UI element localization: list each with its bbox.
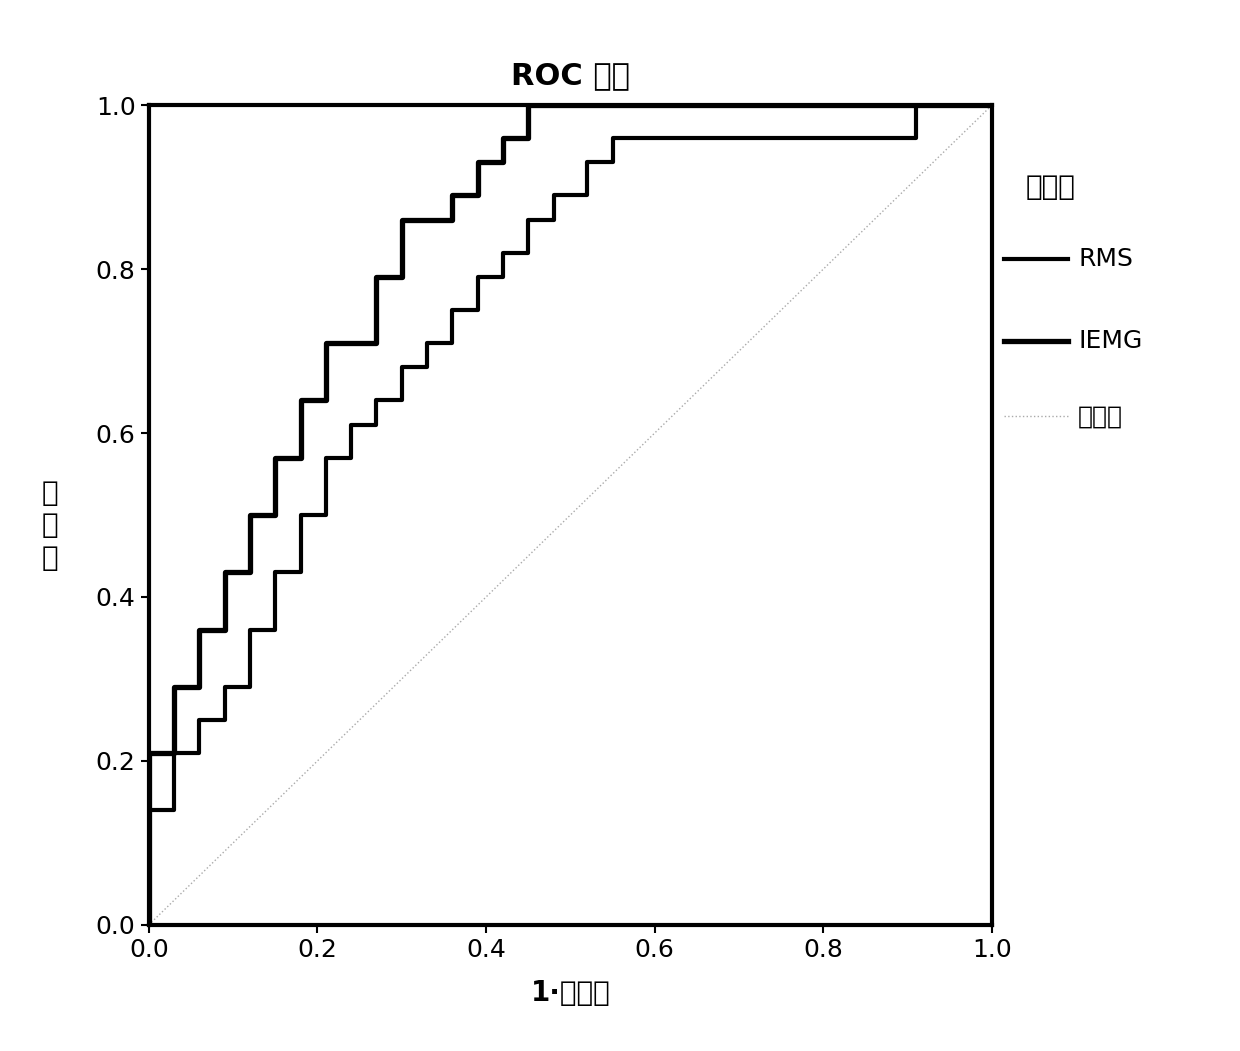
- Title: ROC 曲线: ROC 曲线: [511, 61, 630, 90]
- Text: 参考线: 参考线: [1079, 405, 1123, 428]
- Text: IEMG: IEMG: [1079, 329, 1142, 352]
- X-axis label: 1·特异性: 1·特异性: [531, 978, 610, 1007]
- Text: RMS: RMS: [1079, 247, 1133, 270]
- Text: 曲线源: 曲线源: [1025, 173, 1075, 202]
- Text: 敏
感
度: 敏 感 度: [41, 479, 58, 572]
